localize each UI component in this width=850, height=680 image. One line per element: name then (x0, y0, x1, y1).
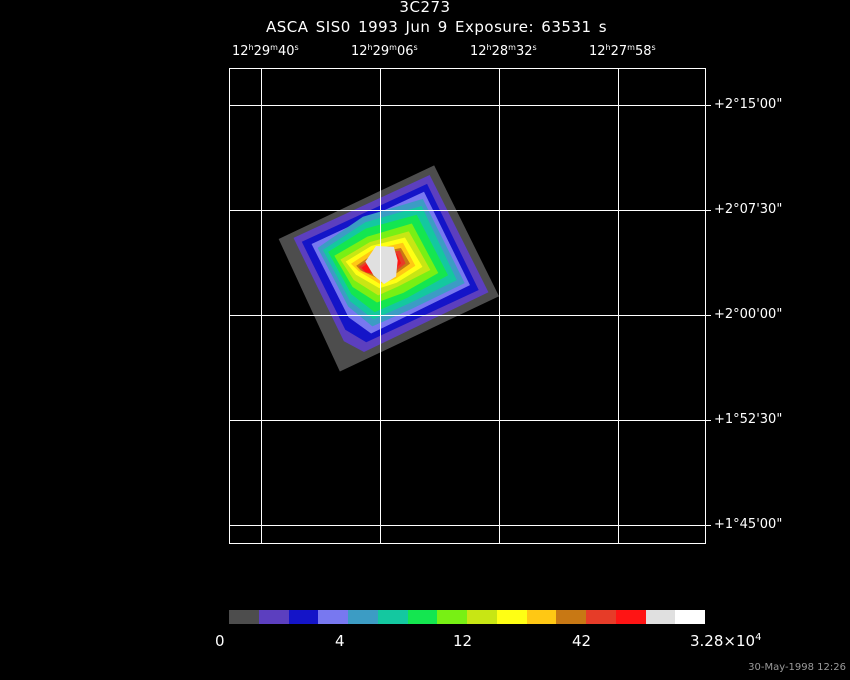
dec-tick-label: +1°52'30" (714, 412, 783, 427)
colorbar-swatch (318, 610, 349, 624)
colorbar-swatch (496, 610, 527, 624)
colorbar-swatch (586, 610, 616, 624)
colorbar-swatch (467, 610, 497, 624)
coordinate-grid (229, 68, 711, 544)
image-title: 3C273 (399, 0, 451, 16)
colorbar-swatch (645, 610, 676, 624)
timestamp: 30-May-1998 12:26 (748, 662, 846, 673)
colorbar-swatch (229, 610, 259, 624)
ra-tick-label: 12h27m58s (589, 43, 656, 59)
colorbar-swatch (258, 610, 289, 624)
colorbar-swatch (615, 610, 646, 624)
colorbar (229, 610, 706, 624)
colorbar-label: 42 (572, 632, 592, 650)
colorbar-swatch (288, 610, 319, 624)
colorbar-swatch (526, 610, 557, 624)
dec-tick-label: +2°00'00" (714, 307, 783, 322)
colorbar-swatch (675, 610, 706, 624)
xray-image (278, 165, 500, 372)
colorbar-swatch (556, 610, 587, 624)
dec-tick-label: +2°15'00" (714, 97, 783, 112)
colorbar-label: 12 (453, 632, 473, 650)
colorbar-swatch (407, 610, 438, 624)
source-peak (365, 246, 398, 284)
colorbar-swatch (348, 610, 378, 624)
colorbar-label: 4 (335, 632, 345, 650)
ra-tick-label: 12h29m40s (232, 43, 299, 59)
colorbar-swatch (437, 610, 468, 624)
colorbar-label: 0 (215, 632, 225, 650)
colorbar-swatch (377, 610, 408, 624)
dec-tick-label: +2°07'30" (714, 202, 783, 217)
ra-tick-label: 12h29m06s (351, 43, 418, 59)
ra-tick-label: 12h28m32s (470, 43, 537, 59)
dec-tick-label: +1°45'00" (714, 517, 783, 532)
image-subtitle: ASCA SIS0 1993 Jun 9 Exposure: 63531 s (266, 18, 608, 36)
colorbar-max-label: 3.28×104 (690, 632, 762, 650)
